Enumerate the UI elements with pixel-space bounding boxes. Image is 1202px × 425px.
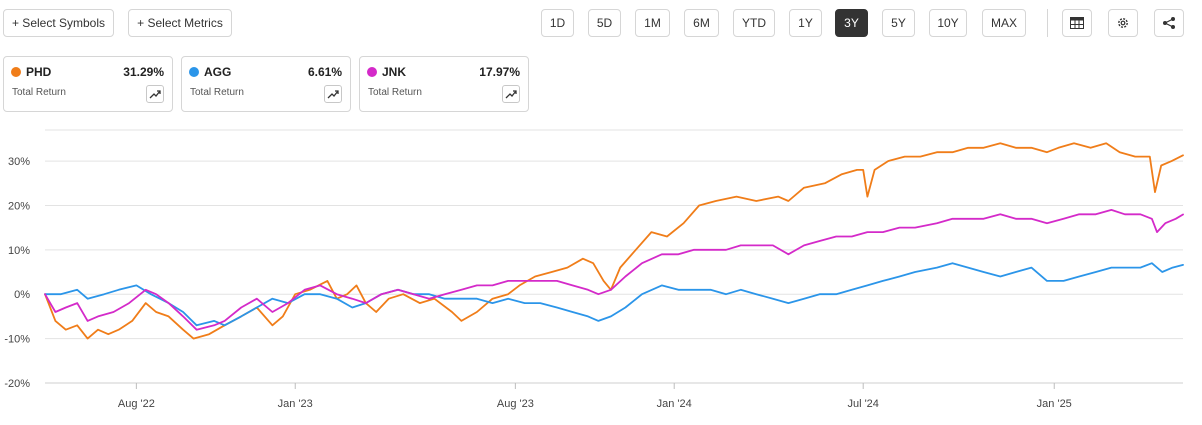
symbol-card-phd[interactable]: PHD 31.29% Total Return (3, 56, 173, 112)
range-button-1m[interactable]: 1M (635, 9, 670, 37)
settings-button[interactable] (1108, 9, 1138, 37)
series-color-dot (367, 67, 377, 77)
card-symbol: PHD (26, 65, 52, 79)
y-tick-label: 30% (8, 156, 30, 168)
total-return-line-chart[interactable]: 30% 20% 10% 0% -10% -20% Aug '22 Jan '23 Aug '23… (0, 120, 1202, 425)
x-tick-label: Aug '22 (118, 398, 155, 410)
x-tick-label: Jan '23 (278, 398, 313, 410)
series-color-dot (11, 67, 21, 77)
series-line-agg (44, 262, 1184, 327)
x-tick-label: Jan '24 (657, 398, 692, 410)
y-tick-label: -20% (4, 378, 30, 390)
y-tick-label: 0% (14, 289, 30, 301)
card-return-value: 6.61% (307, 65, 342, 79)
range-button-ytd[interactable]: YTD (733, 9, 775, 37)
share-icon (1162, 16, 1176, 30)
range-button-max[interactable]: MAX (982, 9, 1026, 37)
range-button-5y[interactable]: 5Y (882, 9, 915, 37)
series-line-jnk (44, 209, 1184, 331)
range-button-1y[interactable]: 1Y (789, 9, 822, 37)
share-button[interactable] (1154, 9, 1184, 37)
series-color-dot (189, 67, 199, 77)
trend-arrow-icon[interactable] (146, 85, 164, 103)
symbol-card-jnk[interactable]: JNK 17.97% Total Return (359, 56, 529, 112)
table-view-button[interactable] (1062, 9, 1092, 37)
y-tick-label: 20% (8, 200, 30, 212)
series-line-phd (44, 142, 1184, 340)
table-icon (1070, 17, 1084, 29)
range-button-10y[interactable]: 10Y (929, 9, 967, 37)
y-tick-label: 10% (8, 245, 30, 257)
trend-arrow-icon[interactable] (502, 85, 520, 103)
card-symbol: JNK (382, 65, 407, 79)
range-button-5d[interactable]: 5D (588, 9, 621, 37)
symbol-card-agg[interactable]: AGG 6.61% Total Return (181, 56, 351, 112)
card-metric-label: Total Return (368, 87, 422, 98)
toolbar-divider (1047, 9, 1048, 37)
range-button-3y[interactable]: 3Y (835, 9, 868, 37)
card-metric-label: Total Return (190, 87, 244, 98)
card-symbol: AGG (204, 65, 232, 79)
card-return-value: 17.97% (479, 65, 520, 79)
settings-gear-icon (1116, 16, 1130, 30)
range-button-1d[interactable]: 1D (541, 9, 574, 37)
x-tick-label: Jan '25 (1037, 398, 1072, 410)
select-symbols-button[interactable]: + Select Symbols (3, 9, 114, 37)
x-tick-label: Jul '24 (847, 398, 878, 410)
select-metrics-button[interactable]: + Select Metrics (128, 9, 232, 37)
y-tick-label: -10% (4, 334, 30, 346)
range-button-6m[interactable]: 6M (684, 9, 719, 37)
trend-arrow-icon[interactable] (324, 85, 342, 103)
x-tick-label: Aug '23 (497, 398, 534, 410)
card-return-value: 31.29% (123, 65, 164, 79)
card-metric-label: Total Return (12, 87, 66, 98)
